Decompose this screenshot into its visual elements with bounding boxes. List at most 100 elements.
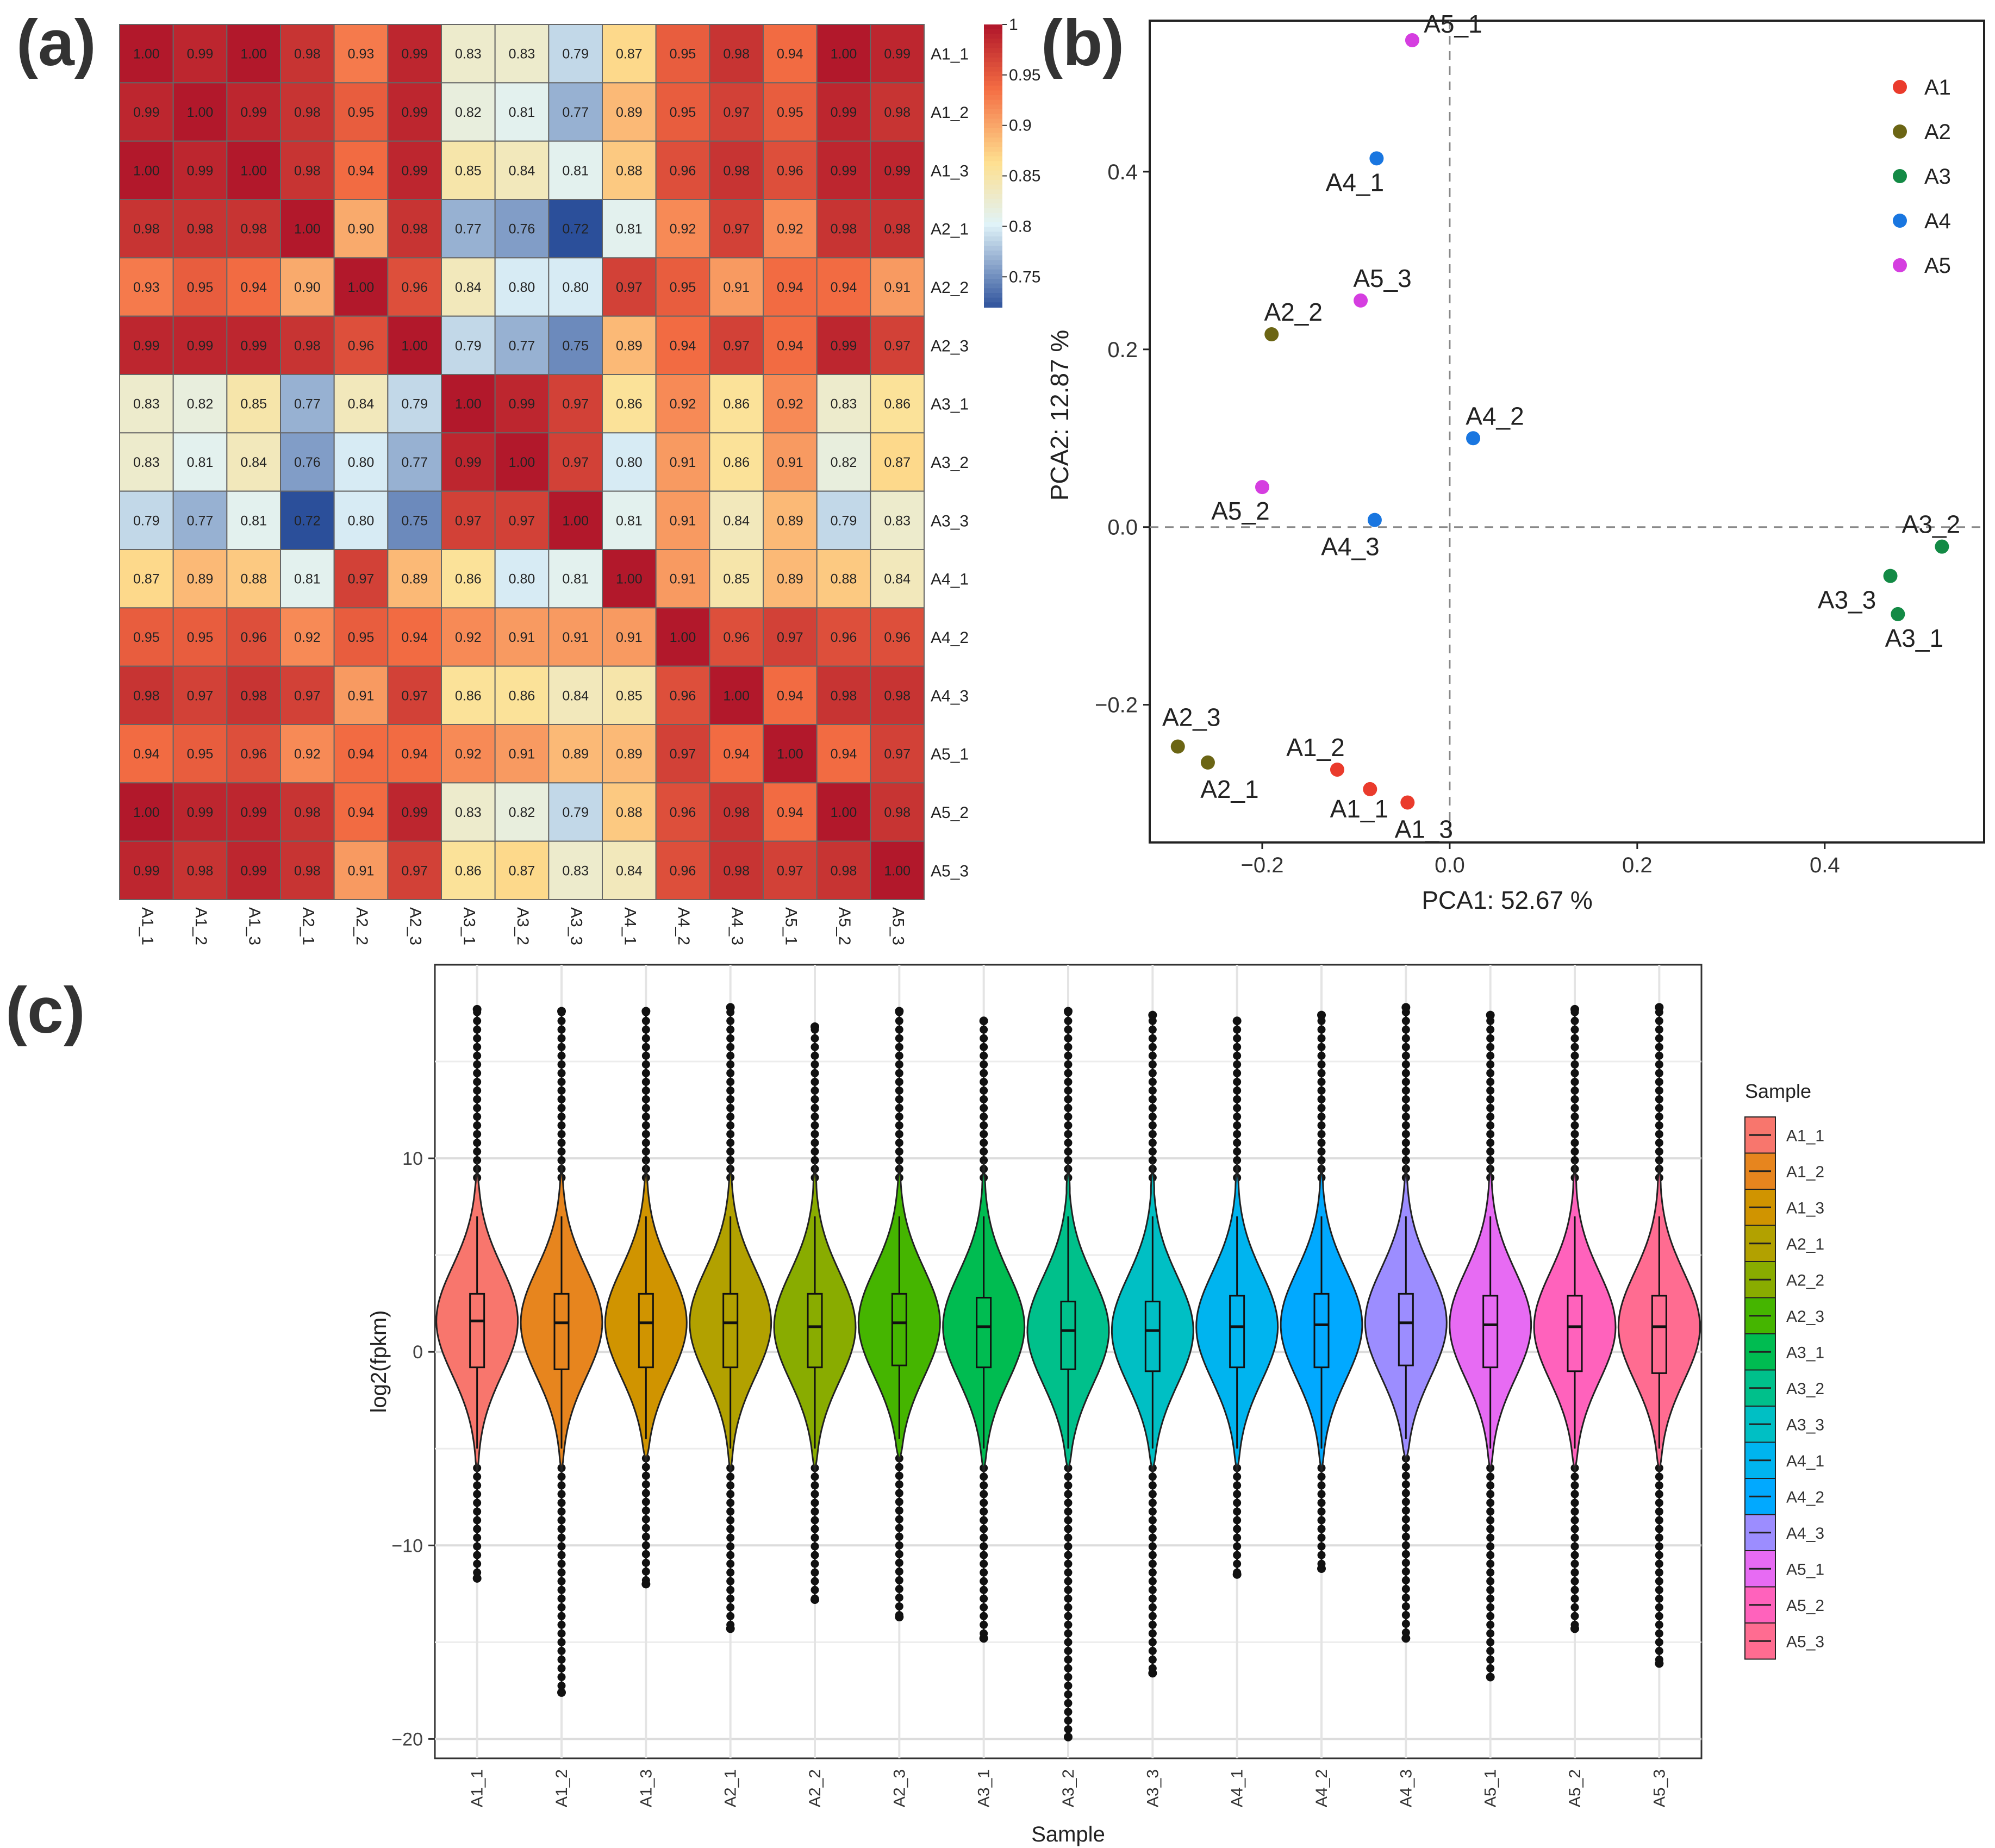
heatmap-cell: [226, 549, 282, 609]
violin-outlier-point: [1148, 1490, 1157, 1499]
violin-outlier-point: [557, 1121, 566, 1130]
heatmap-cell: [709, 840, 764, 900]
heatmap-cell: [441, 840, 496, 900]
violin-outlier-point: [980, 1577, 988, 1585]
colorbar-tick-label: 0.8: [1009, 217, 1032, 235]
heatmap-row-label: A5_1: [931, 746, 969, 764]
heatmap-cell-value: 0.99: [831, 338, 857, 353]
violin-outlier-point: [1655, 1156, 1663, 1165]
heatmap-cell-value: 0.97: [777, 863, 803, 878]
heatmap-cell: [709, 549, 764, 609]
violin-outlier-point: [1570, 1060, 1579, 1069]
violin-outlier-point: [641, 1515, 650, 1524]
colorbar-segment: [984, 123, 1002, 129]
heatmap-cell: [709, 257, 764, 317]
violin-outlier-point: [811, 1121, 819, 1130]
heatmap-cell-value: 0.98: [294, 805, 321, 820]
heatmap-cell: [226, 840, 282, 900]
violin-outlier-point: [1655, 1620, 1663, 1629]
violin-outlier-point: [1317, 1472, 1326, 1481]
violin-outlier-point: [895, 1506, 903, 1515]
heatmap-cell-value: 0.82: [509, 805, 535, 820]
colorbar-segment: [984, 274, 1002, 279]
violin-outlier-point: [1317, 1507, 1326, 1516]
heatmap-cell: [280, 490, 335, 551]
violin-outlier-point: [1317, 1069, 1326, 1077]
violin-max-point: [641, 1007, 651, 1016]
violin-outlier-point: [473, 1516, 482, 1525]
violin-outlier-point: [1486, 1612, 1495, 1620]
colorbar-segment: [984, 283, 1002, 289]
heatmap-col-label: A4_1: [621, 907, 639, 945]
heatmap-cell-value: 0.81: [616, 222, 643, 237]
heatmap-cell-value: 0.84: [723, 513, 750, 528]
violin-min-point: [557, 1688, 566, 1697]
heatmap-cell-value: 0.97: [723, 105, 750, 120]
pca-x-tick-label: 0.0: [1435, 853, 1465, 877]
heatmap-cell-value: 0.98: [240, 688, 267, 703]
heatmap-cell: [280, 782, 335, 842]
violin-outlier-point: [473, 1559, 482, 1568]
violin-outlier-point: [1148, 1121, 1157, 1130]
colorbar-segment: [984, 170, 1002, 176]
colorbar-segment: [984, 43, 1002, 49]
violin-outlier-point: [895, 1130, 903, 1139]
heatmap-cell: [763, 82, 818, 142]
violin-outlier-point: [726, 1139, 735, 1147]
heatmap-cell-value: 1.00: [348, 280, 375, 295]
violin-outlier-point: [557, 1525, 566, 1533]
violin-outlier-point: [641, 1480, 650, 1489]
violin-outlier-point: [1148, 1147, 1157, 1156]
violin-outlier-point: [1486, 1577, 1495, 1585]
violin-min-point: [726, 1624, 735, 1633]
violin-outlier-point: [641, 1086, 650, 1095]
heatmap-cell: [441, 724, 496, 784]
heatmap-cell: [280, 840, 335, 900]
heatmap-cell: [494, 549, 550, 609]
violin-outlier-point: [980, 1113, 988, 1121]
violin-outlier-point: [473, 1025, 482, 1034]
violin-box: [1398, 1293, 1414, 1366]
violin-outlier-point: [473, 1481, 482, 1490]
violin-outlier-point: [726, 1568, 735, 1577]
colorbar-segment: [984, 260, 1002, 265]
heatmap-cell-value: 0.88: [616, 805, 643, 820]
heatmap-cell-value: 0.97: [562, 455, 589, 470]
heatmap-cell-value: 0.98: [133, 222, 160, 237]
violin-outlier-point: [1401, 1593, 1410, 1602]
violin-outlier-point: [726, 1585, 735, 1594]
violin-outlier-point: [895, 1139, 903, 1147]
heatmap-cell-value: 0.86: [884, 397, 911, 412]
heatmap-cell-value: 0.99: [240, 338, 267, 353]
heatmap-cell-value: 0.99: [831, 105, 857, 120]
violin-outlier-point: [1401, 1515, 1410, 1524]
violin-outlier-point: [811, 1034, 819, 1042]
heatmap-cell: [548, 840, 603, 900]
colorbar-segment: [984, 180, 1002, 185]
heatmap-cell: [763, 840, 818, 900]
heatmap-cell: [870, 257, 925, 317]
violin-outlier-point: [1401, 1463, 1410, 1471]
violin-outlier-point: [811, 1069, 819, 1077]
violin-outlier-point: [557, 1542, 566, 1551]
violin-outlier-point: [1317, 1077, 1326, 1086]
violin-outlier-point: [1148, 1077, 1157, 1086]
violin-outlier-point: [895, 1095, 903, 1103]
pca-point-label: A1_3: [1395, 815, 1453, 843]
violin-outlier-point: [473, 1490, 482, 1499]
heatmap-col-label: A1_2: [192, 907, 210, 945]
heatmap-row-label: A2_2: [931, 279, 969, 297]
violin-outlier-point: [1148, 1472, 1157, 1481]
violin-outlier-point: [1233, 1121, 1242, 1130]
violin-outlier-point: [1148, 1034, 1157, 1042]
violin-outlier-point: [1570, 1585, 1579, 1594]
heatmap-cell: [548, 140, 603, 200]
violin-x-tick-label: A5_2: [1566, 1769, 1584, 1807]
violin-outlier-point: [811, 1516, 819, 1525]
violin-outlier-point: [980, 1060, 988, 1069]
heatmap-cell-value: 0.95: [187, 747, 214, 762]
heatmap-cell: [226, 432, 282, 492]
pca-point: [1891, 607, 1905, 621]
colorbar-segment: [984, 198, 1002, 204]
heatmap-cell: [494, 199, 550, 259]
